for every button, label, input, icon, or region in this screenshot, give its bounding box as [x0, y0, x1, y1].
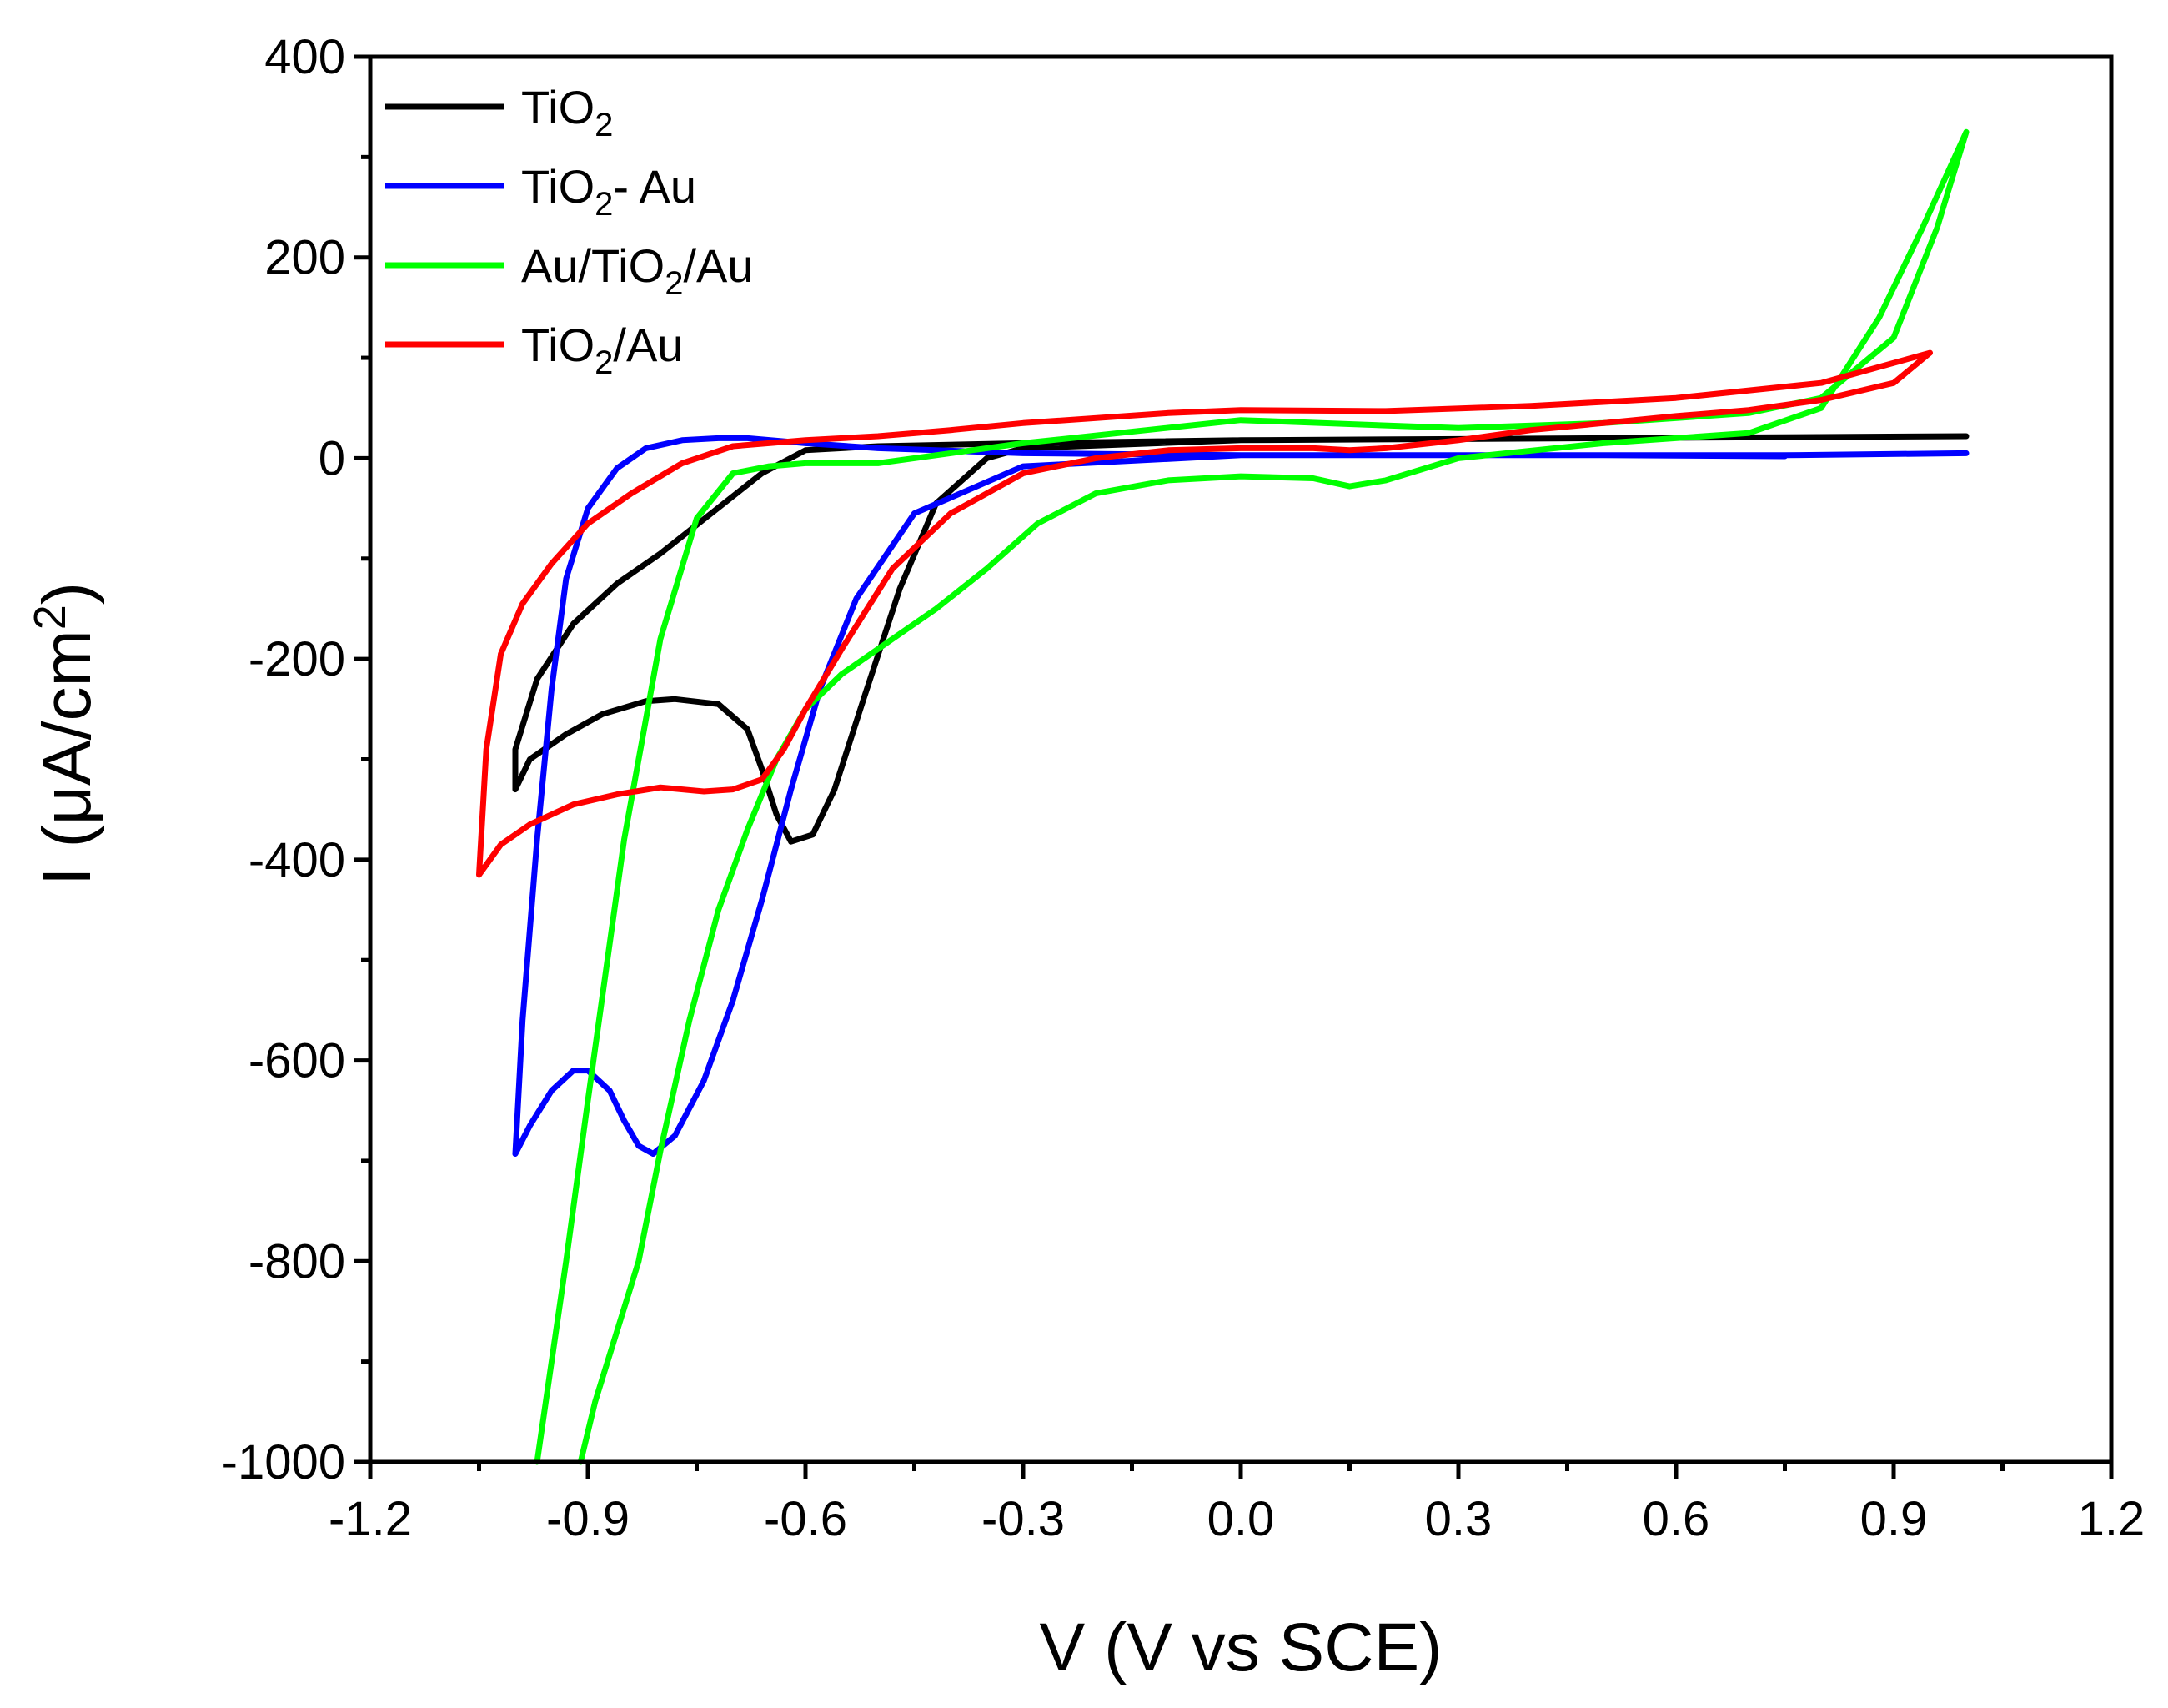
series-line-0: [512, 433, 1970, 845]
legend-label-1: TiO2- Au: [521, 160, 696, 223]
series-line-2: [534, 128, 1970, 1465]
ticks-layer: -1.2 -0.9 -0.6 -0.3 0.0 0.3 0.6 0.9 1.2 400 200 0 -2…: [222, 30, 2145, 1546]
x-tick-label: 1.2: [2078, 1492, 2145, 1546]
y-axis-title: I (μA/cm2): [25, 582, 105, 886]
x-tick-label: 0.3: [1425, 1492, 1493, 1546]
y-tick-label: 200: [264, 231, 345, 285]
x-tick-label: 0.9: [1860, 1492, 1928, 1546]
y-tick-label: -1000: [222, 1435, 345, 1489]
y-tick-label: 400: [264, 30, 345, 84]
series-line-1: [512, 435, 1970, 1157]
series-line-3: [476, 349, 1933, 878]
x-tick-label: -0.9: [546, 1492, 630, 1546]
x-axis-title: V (V vs SCE): [1040, 1610, 1443, 1685]
y-tick-label: -400: [248, 833, 345, 887]
y-tick-label: -200: [248, 632, 345, 686]
x-tick-label: 0.6: [1643, 1492, 1710, 1546]
legend-label-2: Au/TiO2/Au: [521, 239, 754, 302]
legend: TiO2 TiO2- Au Au/TiO2/Au TiO2/Au: [385, 81, 754, 381]
y-tick-label: -800: [248, 1234, 345, 1289]
x-tick-label: -0.3: [981, 1492, 1065, 1546]
legend-label-0: TiO2: [521, 81, 613, 143]
y-tick-label: -600: [248, 1034, 345, 1088]
x-tick-label: 0.0: [1207, 1492, 1275, 1546]
y-tick-label: 0: [319, 431, 345, 485]
x-tick-label: -1.2: [329, 1492, 412, 1546]
legend-label-3: TiO2/Au: [521, 319, 683, 381]
series-layer: [476, 128, 1970, 1465]
x-tick-label: -0.6: [764, 1492, 847, 1546]
